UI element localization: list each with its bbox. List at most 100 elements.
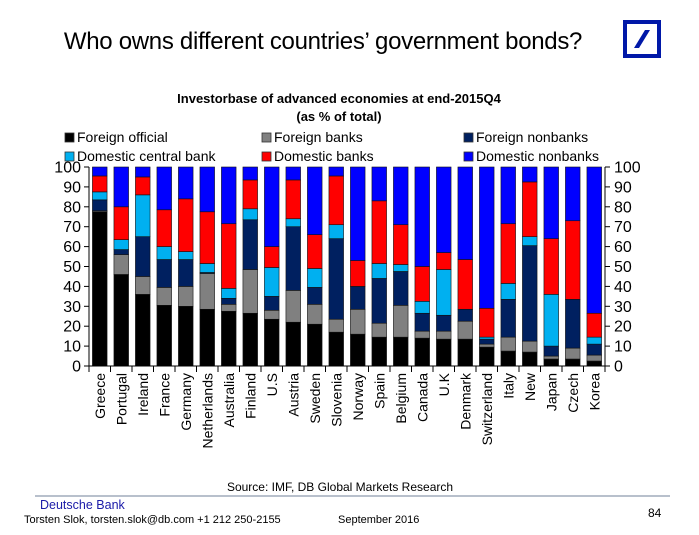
- bar-segment: [393, 305, 409, 338]
- legend-label: Domestic banks: [274, 148, 374, 164]
- y-tick-label-right: 30: [614, 299, 632, 316]
- bar-segment: [92, 211, 108, 367]
- bar-segment: [242, 179, 258, 210]
- bar-segment: [500, 299, 516, 338]
- legend-label: Foreign banks: [274, 129, 363, 145]
- x-tick-label: Greece: [92, 373, 108, 419]
- bar-segment: [371, 278, 387, 324]
- deutsche-bank-logo-icon: [623, 20, 661, 58]
- bar-segment: [500, 223, 516, 284]
- bar-segment: [221, 288, 237, 299]
- bar-segment: [457, 308, 473, 322]
- bar-segment: [307, 323, 323, 367]
- chart-title: Investorbase of advanced economies at en…: [177, 91, 501, 106]
- bar-segment: [328, 166, 344, 177]
- y-tick-label-left: 20: [63, 319, 81, 336]
- bar-segment: [135, 194, 151, 237]
- bar-segment: [135, 294, 151, 367]
- y-tick-label-right: 20: [614, 319, 632, 336]
- bar-segment: [264, 296, 280, 311]
- y-tick-label-right: 40: [614, 279, 632, 296]
- legend-swatch: [261, 151, 272, 162]
- bar-segment: [543, 294, 559, 347]
- bar-segment: [307, 287, 323, 305]
- bar-segment: [178, 305, 194, 367]
- y-tick-label-left: 80: [63, 199, 81, 216]
- source-note: Source: IMF, DB Global Markets Research: [227, 480, 453, 494]
- bar-segment: [178, 286, 194, 307]
- bar-segment: [199, 273, 215, 310]
- x-tick-label: Canada: [414, 373, 430, 422]
- x-tick-label: Korea: [586, 373, 602, 411]
- bar-segment: [307, 234, 323, 269]
- y-tick-label-left: 70: [63, 219, 81, 236]
- bar-segment: [221, 298, 237, 305]
- y-tick-label-right: 80: [614, 199, 632, 216]
- bar-segment: [156, 246, 172, 260]
- bar-segment: [242, 166, 258, 181]
- bar-stack: [500, 166, 516, 367]
- bar-segment: [285, 226, 301, 291]
- bar-segment: [135, 276, 151, 295]
- bar-segment: [221, 223, 237, 289]
- bar-segment: [393, 224, 409, 265]
- bar-segment: [156, 209, 172, 247]
- bar-segment: [457, 320, 473, 340]
- y-tick-label-right: 70: [614, 219, 632, 236]
- bar-segment: [500, 283, 516, 300]
- bar-segment: [328, 175, 344, 226]
- bar-segment: [92, 175, 108, 193]
- bar-segment: [500, 350, 516, 367]
- bar-stack: [178, 166, 194, 367]
- x-tick-label: Austria: [285, 373, 301, 417]
- bar-segment: [285, 179, 301, 220]
- bar-segment: [414, 266, 430, 302]
- bar-segment: [178, 259, 194, 287]
- bar-segment: [199, 308, 215, 367]
- bar-segment: [328, 224, 344, 239]
- footer-author: Torsten Slok, torsten.slok@db.com +1 212…: [24, 514, 281, 526]
- bar-segment: [414, 337, 430, 367]
- bar-segment: [565, 166, 581, 222]
- bar-stack: [479, 166, 495, 367]
- bar-segment: [156, 259, 172, 288]
- bar-segment: [371, 336, 387, 367]
- bar-segment: [156, 287, 172, 306]
- bar-segment: [242, 269, 258, 314]
- bar-segment: [457, 259, 473, 310]
- x-tick-label: Belgium: [393, 373, 409, 424]
- bar-segment: [221, 304, 237, 312]
- y-tick-label-right: 0: [614, 359, 623, 376]
- bar-segment: [178, 166, 194, 200]
- y-tick-label-right: 10: [614, 339, 632, 356]
- bar-segment: [371, 200, 387, 264]
- x-tick-label: Norway: [350, 373, 366, 420]
- bar-segment: [350, 260, 366, 287]
- bar-segment: [285, 218, 301, 228]
- page-number: 84: [648, 506, 662, 520]
- bar-segment: [522, 245, 538, 342]
- bar-stack: [543, 166, 559, 367]
- bar-segment: [264, 246, 280, 268]
- legend-swatch: [463, 151, 474, 162]
- bar-segment: [113, 206, 129, 240]
- bar-segment: [586, 343, 602, 356]
- bar-segment: [457, 166, 473, 260]
- bar-segment: [479, 338, 495, 345]
- bar-segment: [178, 251, 194, 260]
- bar-stack: [242, 166, 258, 367]
- axes: 0 0 10 10 20 20 30 30 40 40 50 50 60 60 70 70 80 80 90 90 10…: [54, 160, 641, 376]
- footer-date: September 2016: [338, 514, 420, 526]
- bar-segment: [457, 338, 473, 367]
- bar-segment: [543, 358, 559, 367]
- bar-segment: [285, 290, 301, 323]
- bar-stack: [156, 166, 172, 367]
- bar-stack: [285, 166, 301, 367]
- bar-segment: [307, 166, 323, 235]
- y-tick-label-right: 100: [614, 160, 641, 177]
- bar-segment: [500, 166, 516, 225]
- bar-segment: [328, 331, 344, 367]
- bar-segment: [350, 286, 366, 310]
- bar-segment: [135, 166, 151, 178]
- legend-label: Foreign official: [77, 129, 168, 145]
